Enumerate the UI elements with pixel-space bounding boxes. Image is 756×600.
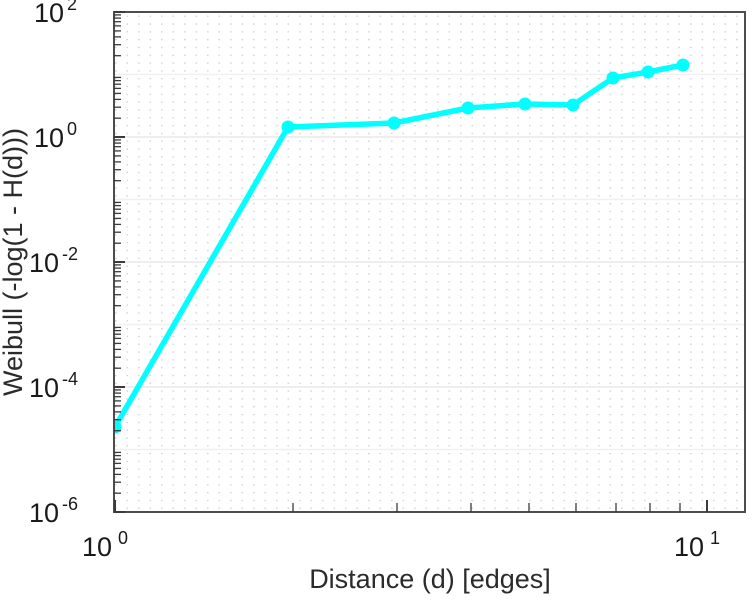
y-tick-label-mantissa: 10 <box>29 248 59 278</box>
data-point <box>461 101 475 115</box>
x-tick-label-exponent: 0 <box>118 528 128 548</box>
x-axis-tick-labels: 10 0 10 1 <box>82 528 720 562</box>
y-axis-major-ticks <box>114 11 125 513</box>
y-tick-label-exponent: -2 <box>62 244 78 264</box>
x-axis-title: Distance (d) [edges] <box>309 564 551 594</box>
y-tick-label-exponent: -4 <box>62 369 78 389</box>
y-tick-label-mantissa: 10 <box>29 498 59 528</box>
data-point <box>641 65 655 79</box>
data-point <box>281 120 295 134</box>
y-axis-title: Weibull (-log(1 - H(d))) <box>0 128 28 396</box>
data-series-weibull <box>114 58 690 434</box>
data-point <box>518 97 532 111</box>
y-tick-label-exponent: 2 <box>67 0 77 14</box>
x-tick-label-mantissa: 10 <box>82 532 112 562</box>
y-tick-label-mantissa: 10 <box>34 0 64 28</box>
data-point <box>606 71 620 85</box>
y-axis-minor-ticks <box>114 14 121 494</box>
y-tick-label-mantissa: 10 <box>34 123 64 153</box>
x-axis-minor-ticks <box>292 503 681 512</box>
series-markers <box>114 58 690 434</box>
y-tick-label-exponent: 0 <box>67 119 77 139</box>
y-tick-label-exponent: -6 <box>62 494 78 514</box>
y-tick-label-mantissa: 10 <box>29 373 59 403</box>
x-tick-label-mantissa: 10 <box>674 532 704 562</box>
data-point <box>566 98 580 112</box>
data-point <box>676 58 690 72</box>
data-point <box>387 116 401 130</box>
y-axis-tick-labels: 10 2 10 0 10 -2 10 -4 10 -6 <box>29 0 78 528</box>
x-tick-label-exponent: 1 <box>710 528 720 548</box>
x-axis-major-ticks <box>114 500 708 512</box>
